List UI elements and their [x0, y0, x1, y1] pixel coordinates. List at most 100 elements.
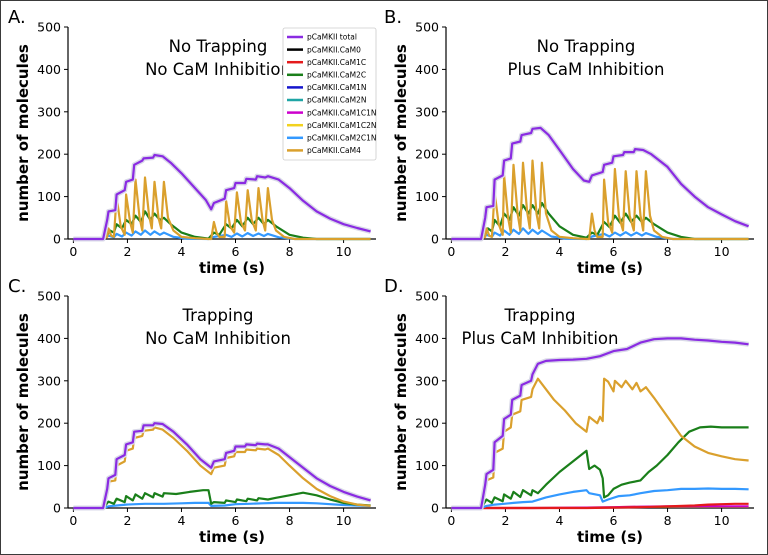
y-tick-label: 300 [415, 373, 439, 388]
series-line-cam4 [451, 159, 749, 241]
x-tick-label: 10 [336, 513, 352, 528]
x-tick-label: 8 [286, 513, 294, 528]
series-band-total [451, 335, 749, 511]
y-tick-label: 0 [431, 501, 439, 516]
series-line-cam4 [73, 176, 371, 241]
series-line-cam1c [451, 502, 749, 510]
y-tick-label: 400 [37, 331, 61, 346]
x-tick-label: 2 [501, 244, 509, 259]
x-tick-label: 6 [232, 244, 240, 259]
y-tick-label: 100 [37, 458, 61, 473]
series-line-cam2c1n [73, 229, 371, 241]
series-line-total [451, 337, 749, 510]
x-tick-label: 8 [286, 244, 294, 259]
panel-label: C. [8, 276, 26, 297]
y-tick-label: 0 [53, 232, 61, 247]
x-tick-label: 4 [555, 513, 563, 528]
x-axis-label: time (s) [199, 259, 265, 277]
x-tick-label: 2 [501, 513, 509, 528]
panel-title-line: No Trapping [537, 37, 636, 56]
y-tick-label: 300 [415, 104, 439, 119]
legend-label: pCaMKII.CaM2C [307, 71, 366, 80]
x-tick-label: 6 [610, 513, 618, 528]
y-tick-label: 300 [37, 373, 61, 388]
legend-box [282, 27, 377, 161]
panel-title-line: No Trapping [169, 37, 268, 56]
x-tick-label: 2 [123, 513, 131, 528]
series-line-total [73, 422, 371, 510]
x-axis-label: time (s) [577, 528, 643, 546]
x-tick-label: 4 [555, 244, 563, 259]
panel-title-line: No CaM Inhibition [145, 329, 291, 348]
panel-c: 0 100 200 300 400 500 0 2 4 6 8 10 time (s) number of… [8, 276, 376, 546]
y-tick-label: 500 [415, 289, 439, 304]
x-tick-label: 0 [69, 244, 77, 259]
series-line-cam2c1n [451, 487, 749, 510]
series-line-cam2c [73, 489, 371, 510]
panel-a: 0 100 200 300 400 500 0 2 4 6 8 10 time (s) number of… [8, 7, 376, 277]
x-tick-label: 0 [69, 513, 77, 528]
series-line-cam2c [451, 425, 749, 510]
y-tick-label: 400 [415, 62, 439, 77]
legend-label: pCaMKII.CaM1C [307, 58, 366, 67]
y-axis-label: number of molecules [14, 44, 32, 222]
x-tick-label: 10 [714, 244, 730, 259]
x-tick-label: 6 [232, 513, 240, 528]
y-tick-label: 0 [431, 232, 439, 247]
panel-label: D. [384, 276, 404, 297]
series-line-total [451, 126, 749, 241]
series-line-cam2c1n [451, 227, 749, 241]
y-tick-label: 400 [415, 331, 439, 346]
y-tick-label: 100 [415, 189, 439, 204]
legend-label: pCaMKII.CaM1C1N [307, 108, 377, 117]
legend: pCaMKII total pCaMKII.CaM0 pCaMKII.CaM1C pC… [282, 27, 377, 161]
panel-d: 0 100 200 300 400 500 0 2 4 6 8 10 time (s) number of… [384, 276, 754, 546]
y-tick-label: 100 [415, 458, 439, 473]
series-line-total [73, 153, 371, 241]
y-tick-label: 200 [37, 416, 61, 431]
x-axis-label: time (s) [577, 259, 643, 277]
y-tick-label: 500 [37, 289, 61, 304]
panel-title-line: No CaM Inhibition [145, 60, 291, 79]
panel-title-line: Trapping [503, 306, 575, 325]
panel-title-line: Trapping [181, 306, 253, 325]
y-tick-label: 500 [415, 20, 439, 35]
x-tick-label: 4 [177, 513, 185, 528]
x-tick-label: 8 [664, 244, 672, 259]
series-line-cam2c1n [73, 501, 371, 510]
x-tick-label: 6 [610, 244, 618, 259]
legend-label: pCaMKII.CaM0 [307, 45, 361, 54]
y-tick-label: 300 [37, 104, 61, 119]
y-tick-label: 400 [37, 62, 61, 77]
x-tick-label: 2 [123, 244, 131, 259]
legend-label: pCaMKII.CaM2C1N [307, 134, 377, 143]
legend-label: pCaMKII total [307, 33, 357, 42]
y-tick-label: 0 [53, 501, 61, 516]
x-tick-label: 4 [177, 244, 185, 259]
y-axis-label: number of molecules [392, 44, 410, 222]
x-tick-label: 0 [447, 244, 455, 259]
panel-title-line: Plus CaM Inhibition [462, 329, 619, 348]
panel-label: A. [8, 7, 26, 28]
y-axis-label: number of molecules [14, 313, 32, 491]
legend-label: pCaMKII.CaM1N [307, 83, 366, 92]
x-tick-label: 0 [447, 513, 455, 528]
panel-b: 0 100 200 300 400 500 0 2 4 6 8 10 time (s) number of… [384, 7, 754, 277]
y-tick-label: 500 [37, 20, 61, 35]
legend-label: pCaMKII.CaM2N [307, 96, 366, 105]
panel-label: B. [384, 7, 402, 28]
x-tick-label: 10 [714, 513, 730, 528]
y-tick-label: 100 [37, 189, 61, 204]
y-axis-label: number of molecules [392, 313, 410, 491]
x-tick-label: 8 [664, 513, 672, 528]
panel-title-line: Plus CaM Inhibition [508, 60, 665, 79]
x-axis-label: time (s) [199, 528, 265, 546]
series-line-cam4 [73, 426, 371, 510]
legend-label: pCaMKII.CaM1C2N [307, 121, 377, 130]
y-tick-label: 200 [415, 147, 439, 162]
x-tick-label: 10 [336, 244, 352, 259]
legend-label: pCaMKII.CaM4 [307, 146, 361, 155]
y-tick-label: 200 [415, 416, 439, 431]
